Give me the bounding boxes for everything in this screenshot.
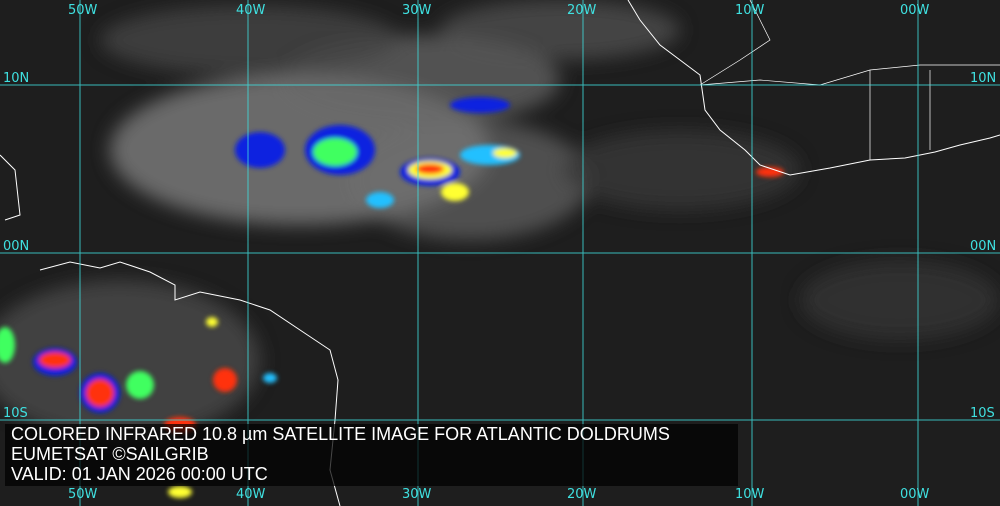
lon-label-bottom-20w: 20W [567,487,597,502]
lat-label-right-10n: 10N [970,71,997,86]
lon-label-bottom-10w: 10W [735,487,765,502]
lat-label-right-10s: 10S [970,406,995,421]
cloud-cover [0,0,1000,440]
lon-label-top-00w: 00W [900,3,930,18]
caption-valid-time: VALID: 01 JAN 2026 00:00 UTC [11,464,268,484]
lat-label-right-00n: 00N [970,239,997,254]
lon-label-bottom-50w: 50W [68,487,98,502]
caption-title: COLORED INFRARED 10.8 µm SATELLITE IMAGE… [11,424,670,444]
lon-label-top-20w: 20W [567,3,597,18]
lat-label-left-10s: 10S [3,406,28,421]
caption-credit: EUMETSAT ©SAILGRIB [11,444,209,464]
lon-label-bottom-00w: 00W [900,487,930,502]
lon-label-bottom-40w: 40W [236,487,266,502]
image-caption: COLORED INFRARED 10.8 µm SATELLITE IMAGE… [5,424,738,486]
lat-label-left-10n: 10N [3,71,30,86]
lon-label-top-30w: 30W [402,3,432,18]
lat-label-left-00n: 00N [3,239,30,254]
lon-label-top-10w: 10W [735,3,765,18]
lon-label-top-40w: 40W [236,3,266,18]
lon-label-top-50w: 50W [68,3,98,18]
convection-cells [0,97,784,498]
lon-label-bottom-30w: 30W [402,487,432,502]
